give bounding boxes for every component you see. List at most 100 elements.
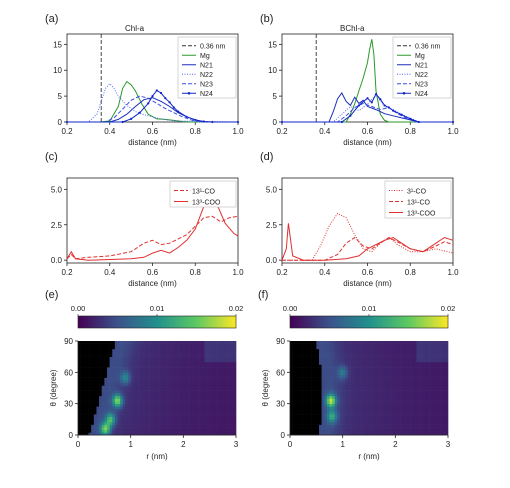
heatmap-cell xyxy=(109,369,113,373)
heatmap-cell xyxy=(437,403,441,407)
heatmap-cell xyxy=(350,393,354,397)
heatmap-cell xyxy=(371,354,375,357)
panel-label: (a) xyxy=(45,13,58,25)
heatmap-cell xyxy=(122,390,126,394)
heatmap-cell xyxy=(421,395,425,399)
heatmap-cell xyxy=(120,348,124,352)
heatmap-cell xyxy=(183,390,187,394)
heatmap-cell xyxy=(334,398,338,402)
heatmap-cell xyxy=(233,398,237,402)
heatmap-cell xyxy=(369,427,372,431)
heatmap-cell xyxy=(376,419,380,423)
heatmap-cell xyxy=(78,369,81,373)
heatmap-cell xyxy=(337,395,341,399)
heatmap-cell xyxy=(204,380,208,384)
heatmap-cell xyxy=(345,419,349,423)
heatmap-cell xyxy=(392,380,396,384)
heatmap-cell xyxy=(151,341,155,344)
heatmap-cell xyxy=(371,401,375,404)
heatmap-cell xyxy=(146,403,150,407)
heatmap-cell xyxy=(345,359,349,363)
heatmap-cell xyxy=(201,424,205,428)
panel-label: (f) xyxy=(258,289,268,301)
heatmap-cell xyxy=(316,403,320,407)
heatmap-cell xyxy=(408,429,412,433)
y-tick-label: 0.0 xyxy=(51,256,63,265)
heatmap-cell xyxy=(225,374,229,378)
heatmap-cell xyxy=(178,361,181,365)
heatmap-cell xyxy=(85,421,89,425)
heatmap-cell xyxy=(138,424,142,428)
heatmap-cell xyxy=(230,408,234,412)
heatmap-cell xyxy=(424,346,428,350)
heatmap-cell xyxy=(437,419,441,423)
heatmap-cell xyxy=(400,367,404,371)
heatmap-cell xyxy=(305,361,309,365)
heatmap-cell xyxy=(413,432,417,436)
data-point xyxy=(138,111,141,114)
heatmap-cell xyxy=(334,416,338,420)
heatmap-cell xyxy=(214,377,218,381)
heatmap-cell xyxy=(88,351,92,355)
heatmap-cell xyxy=(334,348,338,352)
heatmap-cell xyxy=(154,411,158,415)
heatmap-cell xyxy=(109,388,113,391)
heatmap-cell xyxy=(329,427,333,431)
heatmap-cell xyxy=(358,429,362,433)
heatmap-cell xyxy=(345,341,349,344)
heatmap-cell xyxy=(413,427,417,431)
heatmap-cell xyxy=(154,354,158,357)
heatmap-cell xyxy=(382,406,386,410)
heatmap-cell xyxy=(125,429,129,433)
legend-label: 13¹-CO xyxy=(407,199,431,206)
heatmap-cell xyxy=(318,429,322,433)
heatmap-cell xyxy=(429,348,433,352)
heatmap-cell xyxy=(149,403,153,407)
heatmap-cell xyxy=(83,380,87,384)
heatmap-cell xyxy=(342,346,346,350)
heatmap-cell xyxy=(353,427,357,431)
heatmap-cell xyxy=(99,385,102,389)
heatmap-cell xyxy=(361,398,365,402)
heatmap-cell xyxy=(395,406,399,410)
heatmap-cell xyxy=(91,382,95,386)
heatmap-cell xyxy=(164,401,168,404)
heatmap-cell xyxy=(114,429,118,433)
heatmap-cell xyxy=(366,351,370,355)
heatmap-cell xyxy=(225,424,229,428)
heatmap-cell xyxy=(334,364,338,368)
heatmap-cell xyxy=(233,361,237,365)
heatmap-cell xyxy=(114,351,118,355)
heatmap-cell xyxy=(185,398,189,402)
heatmap-cell xyxy=(101,401,105,404)
heatmap-cell xyxy=(83,367,87,371)
heatmap-cell xyxy=(340,364,343,368)
heatmap-cell xyxy=(429,411,433,415)
heatmap-cell xyxy=(437,351,441,355)
heatmap-cell xyxy=(109,421,113,425)
heatmap-cell xyxy=(112,385,116,389)
heatmap-cell xyxy=(379,421,383,425)
heatmap-cell xyxy=(329,408,333,412)
heatmap-cell xyxy=(112,346,116,350)
heatmap-cell xyxy=(183,364,187,368)
heatmap-cell xyxy=(164,385,168,389)
heatmap-cell xyxy=(303,398,307,402)
heatmap-cell xyxy=(196,401,200,404)
heatmap-cell xyxy=(180,354,184,357)
heatmap-cell xyxy=(117,343,121,347)
heatmap-cell xyxy=(159,346,163,350)
heatmap-cell xyxy=(199,398,203,402)
heatmap-cell xyxy=(405,390,409,394)
heatmap-cell xyxy=(130,414,134,418)
heatmap-cell xyxy=(413,421,417,425)
heatmap-cell xyxy=(382,361,386,365)
heatmap-cell xyxy=(297,406,301,410)
data-point xyxy=(172,106,175,109)
heatmap-cell xyxy=(230,416,234,420)
heatmap-cell xyxy=(170,369,174,373)
heatmap-cell xyxy=(222,364,226,368)
heatmap-cell xyxy=(209,424,213,428)
heatmap-cell xyxy=(228,390,232,394)
heatmap-cell xyxy=(112,395,116,399)
